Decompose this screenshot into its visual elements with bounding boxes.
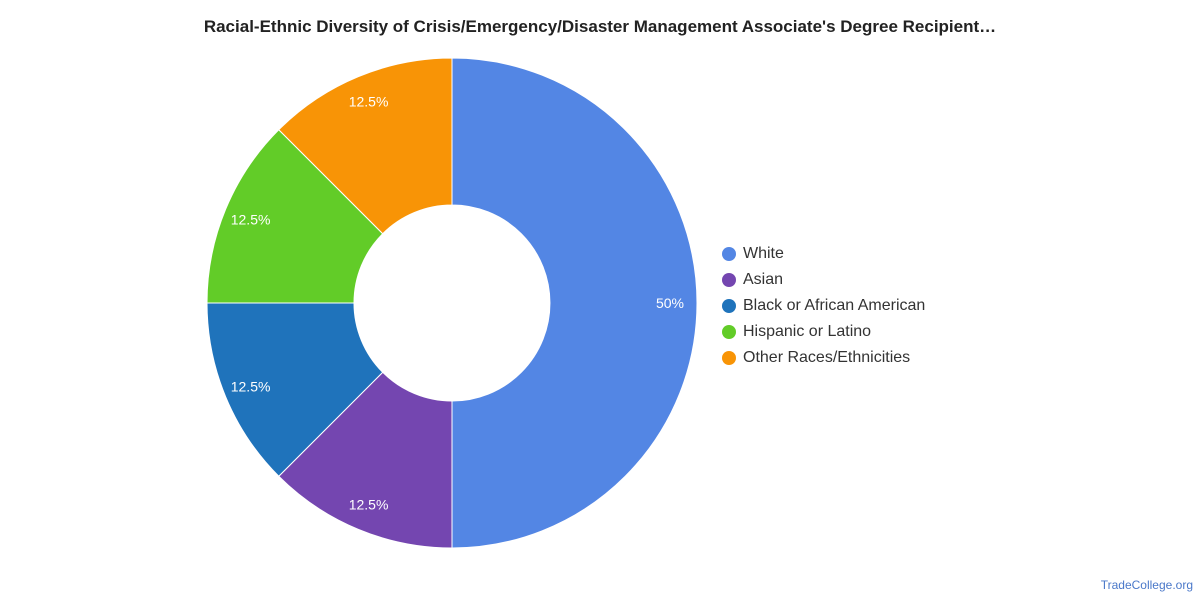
legend-item[interactable]: Asian [722,267,925,293]
legend-swatch-icon [722,299,736,313]
legend-label: White [743,245,784,262]
legend-label: Other Races/Ethnicities [743,349,911,366]
legend-label: Asian [743,271,784,288]
chart-title: Racial-Ethnic Diversity of Crisis/Emerge… [203,17,997,36]
data-label: 12.5% [231,212,271,228]
legend-swatch-icon [722,247,736,261]
legend-item[interactable]: White [722,241,925,267]
source-link[interactable]: TradeCollege.org [1100,578,1193,592]
pie-slice-hispanic-or-latino[interactable] [206,129,384,304]
data-label: 50% [656,295,684,311]
pie-slice-black-or-african-american[interactable] [206,302,384,477]
legend-swatch-icon [722,325,736,339]
data-label: 12.5% [349,94,389,110]
data-label: 12.5% [231,378,271,394]
legend-item[interactable]: Hispanic or Latino [722,319,925,345]
legend-swatch-icon [722,273,736,287]
pie-slice-other-races-ethnicities[interactable] [278,57,453,235]
legend-label: Black or African American [743,297,926,314]
legend-item[interactable]: Black or African American [722,293,925,319]
pie-slice-asian[interactable] [278,371,453,549]
legend: White Asian Black or African American Hispa… [722,241,925,371]
legend-item[interactable]: Other Races/Ethnicities [722,345,925,371]
data-label: 12.5% [349,496,389,512]
legend-swatch-icon [722,351,736,365]
legend-label: Hispanic or Latino [743,323,872,340]
pie-slice-white[interactable] [451,57,698,549]
